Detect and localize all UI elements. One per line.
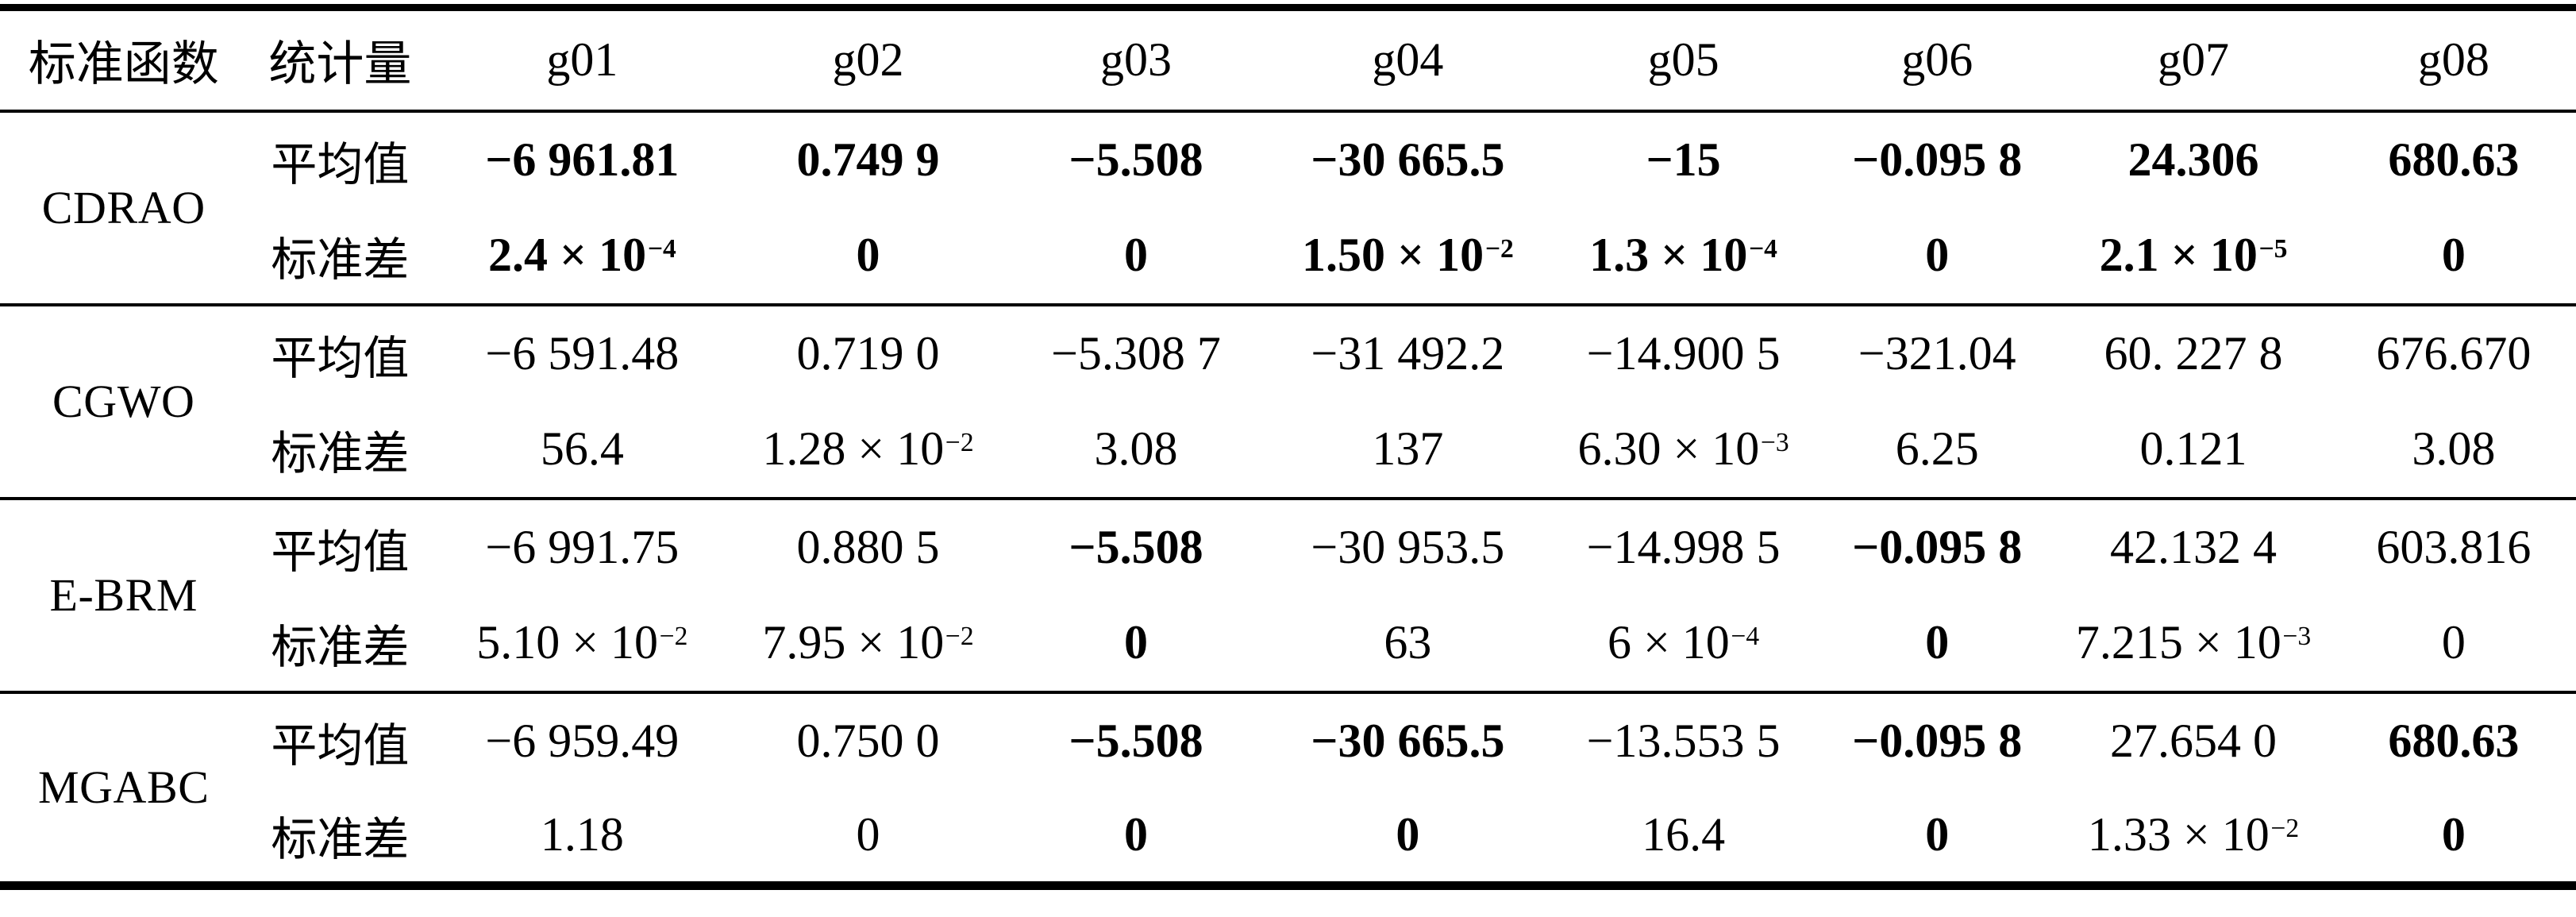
cell-cgwo-std-g08: 3.08 (2412, 422, 2496, 475)
cell-cgwo-std-g01: 56.4 (540, 422, 624, 475)
col-header-g06: g06 (1901, 33, 1973, 87)
cell-cgwo-std-g02: 1.28 × 10−2 (762, 422, 974, 475)
cell-cdrao-std-g05: 1.3 × 10−4 (1589, 229, 1777, 281)
algorithm-name-cdrao: CDRAO (41, 182, 206, 233)
cell-mgabc-mean-g07: 27.654 0 (2110, 715, 2278, 767)
algorithm-name-e-brm: E-BRM (49, 569, 198, 621)
col-header-g08: g08 (2417, 33, 2489, 87)
col-header-function: 标准函数 (28, 38, 219, 91)
cell-cdrao-mean-g03: −5.508 (1069, 133, 1203, 186)
cell-e-brm-mean-g03: −5.508 (1069, 521, 1203, 573)
cell-cgwo-mean-g08: 676.670 (2376, 327, 2532, 380)
cell-e-brm-std-g01: 5.10 × 10−2 (476, 616, 688, 668)
cell-mgabc-mean-g04: −30 665.5 (1311, 715, 1505, 767)
row-mgabc-std: 标准差 1.18 0 0 0 16.4 0 1.33 × 10−2 0 (0, 789, 2576, 886)
stat-label-mean: 平均值 (271, 719, 410, 772)
cell-mgabc-std-g07: 1.33 × 10−2 (2087, 808, 2300, 861)
col-header-statistic: 统计量 (268, 38, 412, 91)
cell-cdrao-std-g02: 0 (856, 229, 880, 281)
cell-e-brm-mean-g04: −30 953.5 (1311, 521, 1505, 573)
cell-mgabc-std-g03: 0 (1124, 808, 1148, 861)
cell-e-brm-mean-g01: −6 991.75 (485, 521, 680, 573)
row-cgwo-mean: CGWO 平均值 −6 591.48 0.719 0 −5.308 7 −31 492.2… (0, 305, 2576, 427)
cell-mgabc-mean-g01: −6 959.49 (485, 715, 680, 767)
stat-label-std: 标准差 (271, 621, 410, 673)
row-e-brm-mean: E-BRM 平均值 −6 991.75 0.880 5 −5.508 −30 953.5 −… (0, 499, 2576, 621)
cell-e-brm-std-g08: 0 (2441, 616, 2466, 668)
cell-cgwo-mean-g06: −321.04 (1858, 327, 2016, 380)
cell-cdrao-mean-g01: −6 961.81 (485, 133, 680, 186)
col-header-g02: g02 (832, 33, 904, 87)
cell-e-brm-mean-g06: −0.095 8 (1852, 521, 2023, 573)
cell-cgwo-std-g05: 6.30 × 10−3 (1577, 422, 1789, 475)
cell-e-brm-mean-g07: 42.132 4 (2110, 521, 2278, 573)
cell-cdrao-std-g04: 1.50 × 10−2 (1301, 229, 1514, 281)
cell-cgwo-std-g06: 6.25 (1895, 422, 1979, 475)
algorithm-name-cgwo: CGWO (52, 376, 195, 427)
cell-cdrao-mean-g07: 24.306 (2127, 133, 2259, 186)
cell-cdrao-mean-g05: −15 (1646, 133, 1721, 186)
stat-label-mean: 平均值 (271, 526, 410, 578)
cell-e-brm-std-g03: 0 (1124, 616, 1148, 668)
cell-cdrao-std-g01: 2.4 × 10−4 (487, 229, 676, 281)
cell-cdrao-std-g06: 0 (1925, 229, 1950, 281)
row-mgabc-mean: MGABC 平均值 −6 959.49 0.750 0 −5.508 −30 665.5 −… (0, 692, 2576, 813)
algorithm-name-mgabc: MGABC (37, 761, 210, 814)
cell-cgwo-mean-g07: 60. 227 8 (2104, 327, 2283, 380)
row-cgwo-std: 标准差 56.4 1.28 × 10−2 3.08 137 6.30 × 10−3 6.25… (0, 402, 2576, 499)
cell-e-brm-mean-g08: 603.816 (2376, 521, 2532, 573)
cell-cdrao-mean-g02: 0.749 9 (796, 133, 940, 186)
stat-label-std: 标准差 (271, 233, 410, 286)
cell-cgwo-mean-g01: −6 591.48 (485, 327, 680, 380)
row-cdrao-std: 标准差 2.4 × 10−4 0 0 1.50 × 10−2 1.3 × 10−4 0 2.1… (0, 208, 2576, 305)
cell-cgwo-mean-g03: −5.308 7 (1051, 327, 1221, 380)
cell-cgwo-mean-g05: −14.900 5 (1586, 327, 1781, 380)
stat-label-mean: 平均值 (271, 138, 410, 191)
row-cdrao-mean: CDRAO 平均值 −6 961.81 0.749 9 −5.508 −30 665.5 −… (0, 111, 2576, 233)
cell-cdrao-std-g07: 2.1 × 10−5 (2099, 229, 2288, 281)
cell-mgabc-mean-g02: 0.750 0 (796, 715, 940, 767)
header-row: 标准函数 统计量 g01 g02 g03 g04 g05 g06 g07 g08 (0, 8, 2576, 111)
cell-cdrao-mean-g08: 680.63 (2388, 133, 2520, 186)
cell-mgabc-mean-g05: −13.553 5 (1586, 715, 1781, 767)
cell-mgabc-std-g06: 0 (1925, 808, 1950, 861)
cell-cgwo-mean-g04: −31 492.2 (1311, 327, 1505, 380)
cell-cgwo-std-g04: 137 (1372, 422, 1444, 475)
col-header-g07: g07 (2158, 33, 2230, 87)
cell-e-brm-mean-g05: −14.998 5 (1586, 521, 1781, 573)
cell-mgabc-std-g02: 0 (856, 808, 880, 861)
col-header-g01: g01 (546, 33, 618, 87)
cell-cgwo-std-g07: 0.121 (2139, 422, 2247, 475)
cell-cdrao-mean-g04: −30 665.5 (1311, 133, 1505, 186)
stat-label-mean: 平均值 (271, 332, 410, 384)
cell-cdrao-std-g08: 0 (2441, 229, 2466, 281)
benchmark-comparison-table: 标准函数 统计量 g01 g02 g03 g04 g05 g06 g07 g08… (0, 4, 2576, 890)
cell-cgwo-std-g03: 3.08 (1094, 422, 1178, 475)
cell-mgabc-mean-g08: 680.63 (2388, 715, 2520, 767)
col-header-g05: g05 (1647, 33, 1719, 87)
row-e-brm-std: 标准差 5.10 × 10−2 7.95 × 10−2 0 63 6 × 10−4 0 7.2… (0, 595, 2576, 692)
cell-e-brm-std-g02: 7.95 × 10−2 (762, 616, 974, 668)
cell-mgabc-std-g08: 0 (2441, 808, 2466, 861)
col-header-g03: g03 (1100, 33, 1172, 87)
col-header-g04: g04 (1372, 33, 1444, 87)
stat-label-std: 标准差 (271, 427, 410, 480)
cell-e-brm-std-g04: 63 (1384, 616, 1432, 668)
cell-e-brm-std-g05: 6 × 10−4 (1607, 616, 1760, 668)
cell-mgabc-std-g01: 1.18 (540, 808, 624, 861)
cell-mgabc-std-g04: 0 (1396, 808, 1420, 861)
cell-mgabc-std-g05: 16.4 (1642, 808, 1726, 861)
cell-mgabc-mean-g03: −5.508 (1069, 715, 1203, 767)
cell-mgabc-mean-g06: −0.095 8 (1852, 715, 2023, 767)
cell-cdrao-mean-g06: −0.095 8 (1852, 133, 2023, 186)
cell-e-brm-std-g07: 7.215 × 10−3 (2075, 616, 2312, 668)
cell-e-brm-std-g06: 0 (1925, 616, 1950, 668)
cell-e-brm-mean-g02: 0.880 5 (796, 521, 940, 573)
stat-label-std: 标准差 (271, 813, 410, 865)
cell-cdrao-std-g03: 0 (1124, 229, 1148, 281)
cell-cgwo-mean-g02: 0.719 0 (796, 327, 940, 380)
